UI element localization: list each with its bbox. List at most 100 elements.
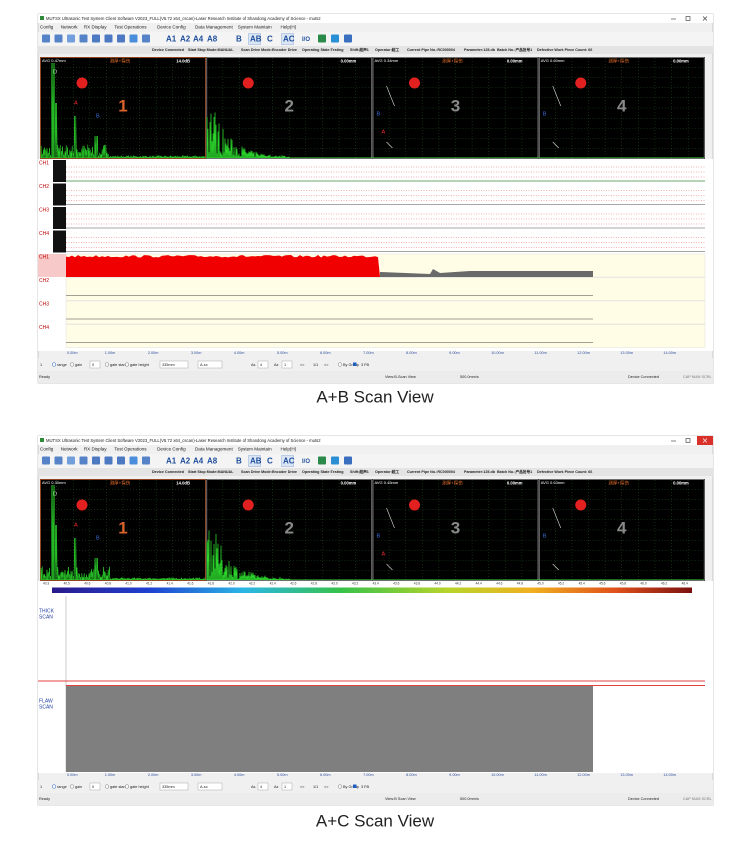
colorbar-label: 44.4 xyxy=(476,581,482,585)
info-field: Batch No.:产品批号1 xyxy=(497,47,532,52)
menu-item: RX Display xyxy=(84,25,107,30)
info-field: Operating State:Testing xyxy=(302,470,344,474)
gate-marker: B xyxy=(377,533,381,539)
control-label: gate start xyxy=(110,363,127,367)
toolbar-button: A4 xyxy=(193,457,204,466)
control-label: As xyxy=(251,785,256,789)
scan-label: THICK xyxy=(39,608,55,614)
toolbar-icon xyxy=(92,456,100,465)
close-button-icon xyxy=(702,16,708,21)
caption: A+C Scan View xyxy=(316,811,435,830)
control-label: As xyxy=(251,363,256,367)
toolbar-icon xyxy=(54,34,63,43)
colorbar-label: 43.0 xyxy=(331,581,337,585)
info-field: Device Connected xyxy=(152,470,185,474)
info-field: Device Connected xyxy=(152,48,185,52)
input-box xyxy=(89,782,101,791)
scale-label: 12.00m xyxy=(577,351,590,355)
scale-label: 1.00m xyxy=(105,773,116,777)
gate-number: 1 xyxy=(118,96,127,115)
toolbar-icon xyxy=(92,34,100,43)
colorbar-label: 46.0 xyxy=(640,581,646,585)
colorbar-label: 46.2 xyxy=(661,581,667,585)
status-field: Device Connected xyxy=(628,797,659,801)
toolbar-icon xyxy=(117,34,125,43)
menu-item: Config xyxy=(40,447,54,452)
info-field: Current Pipe No.:RC000004 xyxy=(407,470,456,474)
toolbar-icon xyxy=(142,456,150,465)
gate-line xyxy=(386,141,393,149)
toolbar-button: C xyxy=(267,457,273,466)
maximize-button xyxy=(685,438,691,443)
status-dot xyxy=(575,77,587,89)
gate-marker: B xyxy=(543,533,547,539)
toolbar-icon xyxy=(54,456,63,465)
scale-label: 6.00m xyxy=(320,773,331,777)
menu-item: Test Operations xyxy=(114,447,147,452)
app-icon xyxy=(40,16,44,20)
scale-label: 11.00m xyxy=(534,773,546,777)
toolbar-button: A4 xyxy=(193,35,204,44)
scale-label: 13.00m xyxy=(620,773,633,777)
control-label: << xyxy=(300,363,305,367)
track-scale xyxy=(53,160,66,182)
info-field: Defective Work Piece Count: 66 xyxy=(537,470,592,474)
window-title: MUTSX Ultrasonic Test System Client Soft… xyxy=(46,16,321,21)
control-label: 1/1 xyxy=(313,363,318,367)
gate-mode: 测厚+探伤 xyxy=(442,480,463,487)
toolbar-button: AC xyxy=(283,457,295,466)
menu-item: RX Display xyxy=(84,447,107,452)
status-field: View:B Scan View xyxy=(385,797,416,801)
status-field: 500.0mm/s xyxy=(460,797,479,801)
control-label: gate height xyxy=(130,785,150,789)
gate-reading: 0.00mm xyxy=(341,59,357,64)
gate-reading: 14.0dB xyxy=(176,481,190,486)
control-label: By Group xyxy=(343,363,359,367)
control-label: 4 xyxy=(260,363,262,367)
info-field: Shift:超声1 xyxy=(350,47,369,52)
toolbar-button: A2 xyxy=(180,457,191,466)
app-icon xyxy=(40,438,44,442)
colorbar-label: 45.8 xyxy=(620,581,626,585)
scale-label: 7.00m xyxy=(363,351,374,355)
toolbar-button: A1 xyxy=(166,35,177,44)
track-label: CH4 xyxy=(39,325,49,331)
info-field: Start Stop Mode:MANUAL xyxy=(188,470,234,474)
info-field: Operator:超工 xyxy=(375,47,399,52)
menu-item: Data Management xyxy=(195,447,234,452)
gate-marker: B xyxy=(96,113,100,119)
track-label: CH3 xyxy=(39,301,49,307)
gate-line xyxy=(552,141,559,149)
status-dot xyxy=(76,77,88,89)
gate-mode: 测厚+探伤 xyxy=(110,480,131,487)
gate-average: AVG 0.45mm xyxy=(375,480,399,485)
control-label: 335mm xyxy=(162,785,175,789)
scale-label: 5.00m xyxy=(277,351,288,355)
radio-button xyxy=(104,362,110,367)
colorbar-label: 41.2 xyxy=(146,581,152,585)
control-label: By Group xyxy=(343,785,359,789)
menu-item: Device Config xyxy=(157,447,186,452)
flaw-signal xyxy=(380,269,593,277)
scale-label: 4.00m xyxy=(234,773,245,777)
colorbar-label: 40.3 xyxy=(43,581,49,585)
scan-label: SCAN xyxy=(39,704,53,710)
gate-panel xyxy=(372,57,539,159)
scale-label: 8.00m xyxy=(406,773,417,777)
scale-label: 9.00m xyxy=(449,351,460,355)
gate-number: 1 xyxy=(118,518,127,537)
gate-marker: A xyxy=(74,522,78,528)
scale-label: 7.00m xyxy=(363,773,374,777)
status-bar xyxy=(38,371,713,383)
colorbar-label: 42.8 xyxy=(311,581,317,585)
colorbar-label: 42.2 xyxy=(249,581,255,585)
gate-number: 3 xyxy=(451,96,460,115)
checkbox xyxy=(353,362,357,366)
info-field: Batch No.:产品批号1 xyxy=(497,469,532,474)
toolbar-icon xyxy=(129,456,138,465)
input-box xyxy=(159,360,189,369)
control-label: 1 xyxy=(40,363,42,367)
control-label: 3 FB xyxy=(361,363,369,367)
colorbar-label: 43.6 xyxy=(393,581,399,585)
info-field: Operating State:Testing xyxy=(302,48,344,52)
